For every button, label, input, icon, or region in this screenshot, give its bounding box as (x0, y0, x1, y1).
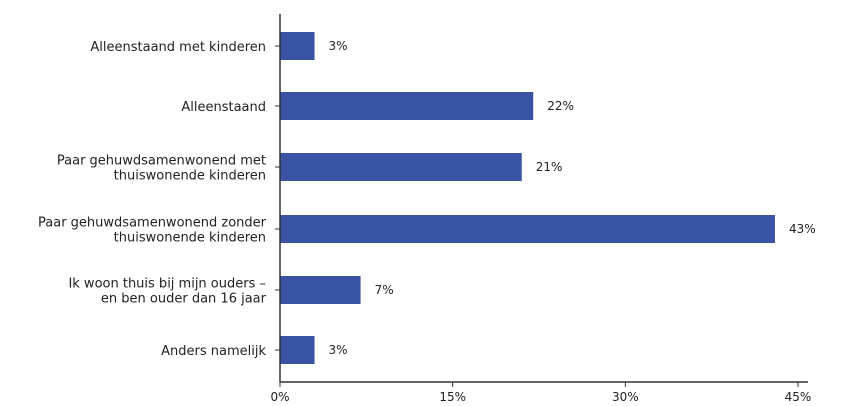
category-label-2-0: Paar gehuwdsamenwonend met (57, 154, 266, 169)
value-label-4: 7% (375, 283, 394, 297)
bar-3 (280, 215, 775, 243)
category-label-0-0: Alleenstaand met kinderen (90, 40, 266, 55)
bar-5 (280, 336, 315, 364)
value-label-3: 43% (789, 222, 816, 236)
value-label-1: 22% (547, 99, 574, 113)
x-ticks-group: 0% 15% 30% 45% (270, 382, 811, 404)
axes-group (275, 14, 808, 383)
category-labels-group: Alleenstaand met kinderen Alleenstaand Paa… (38, 40, 267, 359)
category-label-5-0: Anders namelijk (161, 344, 266, 359)
bars-group (280, 32, 775, 364)
bar-0 (280, 32, 315, 60)
bar-1 (280, 92, 534, 120)
x-tick-label-1: 15% (439, 390, 466, 404)
category-label-4-1: en ben ouder dan 16 jaar (101, 292, 267, 307)
value-label-5: 3% (329, 343, 348, 357)
value-label-0: 3% (329, 39, 348, 53)
category-label-4-0: Ik woon thuis bij mijn ouders – (68, 277, 266, 292)
bar-2 (280, 153, 522, 181)
category-label-3-0: Paar gehuwdsamenwonend zonder (38, 216, 267, 231)
x-tick-label-0: 0% (270, 390, 289, 404)
value-labels-group: 3% 22% 21% 43% 7% 3% (329, 39, 816, 357)
value-label-2: 21% (536, 160, 563, 174)
category-label-2-1: thuiswonende kinderen (114, 169, 266, 184)
category-label-3-1: thuiswonende kinderen (114, 231, 266, 246)
bar-4 (280, 276, 361, 304)
x-tick-label-3: 45% (785, 390, 812, 404)
x-tick-label-2: 30% (612, 390, 639, 404)
category-label-1-0: Alleenstaand (181, 100, 266, 115)
